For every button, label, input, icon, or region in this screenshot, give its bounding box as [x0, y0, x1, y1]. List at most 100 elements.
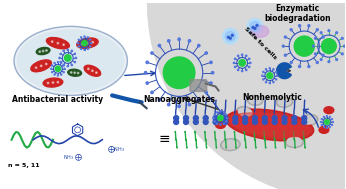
Circle shape: [203, 119, 208, 125]
Circle shape: [81, 43, 83, 45]
Circle shape: [299, 66, 301, 67]
Circle shape: [324, 45, 326, 47]
Circle shape: [262, 119, 267, 125]
Circle shape: [256, 24, 258, 26]
FancyBboxPatch shape: [190, 80, 207, 91]
Circle shape: [320, 59, 322, 60]
Circle shape: [312, 45, 314, 47]
Circle shape: [223, 116, 228, 121]
Circle shape: [284, 54, 286, 56]
Circle shape: [84, 49, 85, 50]
Circle shape: [60, 53, 61, 55]
Circle shape: [52, 82, 54, 83]
Circle shape: [54, 63, 55, 64]
Circle shape: [246, 69, 247, 70]
Circle shape: [302, 119, 307, 125]
Circle shape: [226, 121, 227, 122]
Circle shape: [210, 61, 212, 64]
Circle shape: [46, 63, 47, 65]
Ellipse shape: [43, 78, 63, 87]
Circle shape: [290, 29, 292, 31]
Circle shape: [282, 45, 284, 47]
Circle shape: [151, 91, 153, 94]
Circle shape: [205, 91, 207, 94]
Circle shape: [336, 32, 337, 34]
Circle shape: [223, 123, 224, 124]
Circle shape: [57, 62, 58, 63]
Circle shape: [51, 68, 52, 69]
Ellipse shape: [77, 38, 98, 48]
Circle shape: [316, 29, 318, 31]
Circle shape: [217, 112, 218, 113]
Circle shape: [75, 57, 76, 59]
Circle shape: [282, 119, 287, 125]
Ellipse shape: [226, 109, 314, 141]
Ellipse shape: [251, 26, 269, 37]
Circle shape: [64, 68, 65, 69]
Circle shape: [344, 45, 345, 47]
Circle shape: [203, 116, 208, 121]
Circle shape: [263, 71, 264, 73]
Circle shape: [290, 61, 292, 64]
Circle shape: [233, 119, 238, 125]
Circle shape: [198, 99, 200, 101]
Circle shape: [262, 116, 267, 121]
Circle shape: [59, 57, 60, 59]
Ellipse shape: [14, 26, 127, 95]
Circle shape: [55, 66, 61, 71]
Circle shape: [158, 44, 161, 47]
Circle shape: [52, 41, 53, 42]
Circle shape: [321, 39, 336, 53]
Circle shape: [316, 61, 318, 64]
Circle shape: [63, 44, 64, 45]
Circle shape: [227, 118, 228, 119]
Circle shape: [308, 66, 310, 67]
Circle shape: [193, 119, 198, 125]
Circle shape: [275, 71, 277, 73]
Circle shape: [78, 72, 79, 74]
Ellipse shape: [46, 37, 70, 49]
Circle shape: [57, 43, 58, 44]
Circle shape: [273, 81, 274, 83]
Circle shape: [328, 30, 330, 32]
Circle shape: [342, 37, 343, 39]
Circle shape: [78, 39, 79, 40]
Circle shape: [248, 58, 250, 60]
Circle shape: [322, 36, 324, 38]
Circle shape: [225, 31, 235, 41]
Circle shape: [237, 55, 239, 57]
Circle shape: [74, 53, 75, 55]
Circle shape: [178, 38, 180, 40]
Circle shape: [151, 52, 153, 54]
Circle shape: [54, 74, 55, 75]
Ellipse shape: [222, 140, 238, 149]
Circle shape: [63, 65, 64, 66]
Ellipse shape: [84, 65, 101, 76]
Circle shape: [233, 116, 238, 121]
Ellipse shape: [276, 97, 293, 107]
Circle shape: [205, 52, 207, 54]
Circle shape: [167, 40, 170, 42]
Circle shape: [213, 116, 218, 121]
Circle shape: [188, 103, 191, 106]
Circle shape: [88, 68, 89, 70]
Circle shape: [326, 127, 327, 128]
Wedge shape: [148, 0, 345, 189]
Ellipse shape: [319, 126, 329, 133]
Ellipse shape: [216, 122, 225, 128]
Circle shape: [198, 44, 200, 47]
Circle shape: [63, 64, 64, 66]
Ellipse shape: [249, 97, 261, 104]
Circle shape: [239, 60, 245, 66]
Circle shape: [322, 54, 324, 56]
Circle shape: [90, 46, 91, 47]
Circle shape: [210, 82, 212, 84]
Ellipse shape: [31, 60, 52, 72]
Ellipse shape: [287, 137, 302, 146]
Circle shape: [64, 55, 71, 61]
Circle shape: [315, 37, 316, 39]
Text: Enzymatic
biodegradation: Enzymatic biodegradation: [264, 4, 331, 23]
Circle shape: [35, 67, 37, 68]
Circle shape: [320, 32, 322, 34]
Circle shape: [336, 59, 337, 60]
